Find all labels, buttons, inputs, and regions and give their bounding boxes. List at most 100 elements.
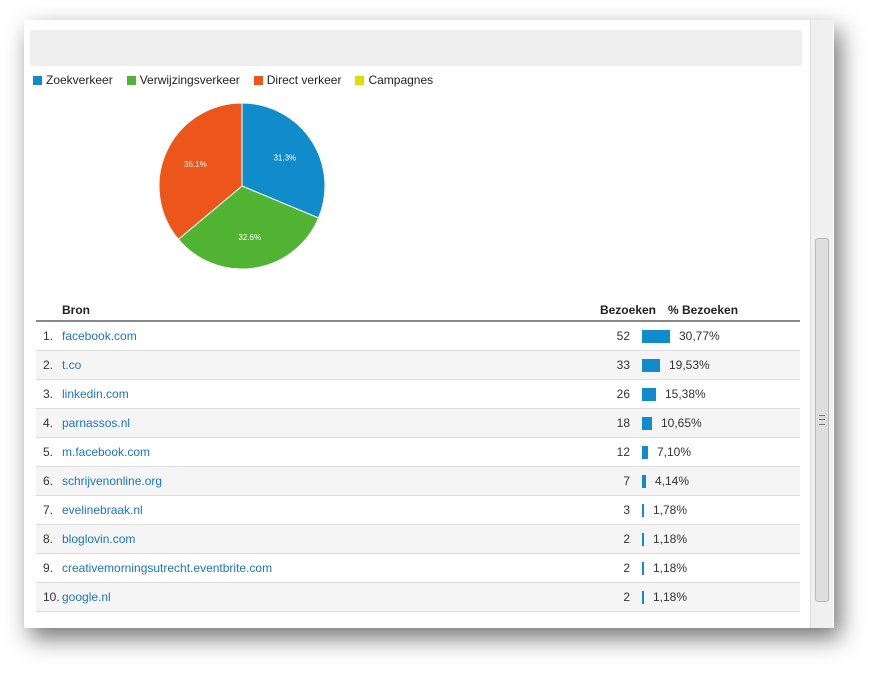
table-row: 10. google.nl 2 1,18%: [36, 583, 800, 612]
pct-bar: [642, 387, 656, 401]
row-visits: 3: [623, 503, 630, 517]
row-index: 8.: [43, 532, 54, 546]
pct-value: 30,77%: [679, 329, 720, 343]
pie-slice-label: 36.1%: [184, 160, 207, 169]
scrollbar-thumb[interactable]: [815, 238, 829, 602]
row-pct: 7,10%: [642, 445, 800, 459]
row-index: 9.: [43, 561, 54, 575]
pie-slice-direct-verkeer[interactable]: [158, 102, 243, 241]
row-index: 10.: [43, 590, 60, 604]
row-index: 5.: [43, 445, 54, 459]
row-source: bloglovin.com: [62, 532, 522, 546]
pct-bar: [642, 329, 670, 343]
pct-bar: [642, 445, 648, 459]
source-link[interactable]: schrijvenonline.org: [62, 474, 163, 488]
row-source: linkedin.com: [62, 387, 522, 401]
grip-icon: [819, 415, 825, 425]
row-visits: 26: [616, 387, 630, 401]
table-row: 5. m.facebook.com 12 7,10%: [36, 438, 800, 467]
pct-value: 1,78%: [653, 503, 688, 517]
row-visits: 2: [623, 590, 630, 604]
column-header-source[interactable]: Bron: [62, 303, 90, 317]
source-link[interactable]: creativemorningsutrecht.eventbrite.com: [62, 561, 273, 575]
pie-slice-label: 31.3%: [273, 153, 296, 162]
table-row: 1. facebook.com 52 30,77%: [36, 322, 800, 351]
source-link[interactable]: m.facebook.com: [62, 445, 151, 459]
pct-value: 4,14%: [655, 474, 690, 488]
row-index: 6.: [43, 474, 54, 488]
legend-swatch: [355, 75, 365, 85]
row-visits: 2: [623, 532, 630, 546]
row-pct: 4,14%: [642, 474, 800, 488]
legend-item-direct-verkeer[interactable]: Direct verkeer: [253, 72, 341, 88]
row-source: google.nl: [62, 590, 522, 604]
row-source: creativemorningsutrecht.eventbrite.com: [62, 561, 522, 575]
pct-bar: [642, 416, 652, 430]
legend-label: Verwijzingsverkeer: [139, 73, 240, 87]
source-link[interactable]: facebook.com: [62, 329, 137, 343]
pct-value: 1,18%: [653, 532, 688, 546]
column-header-visits[interactable]: Bezoeken: [599, 303, 656, 317]
row-source: t.co: [62, 358, 522, 372]
pct-value: 15,38%: [665, 387, 706, 401]
row-visits: 7: [623, 474, 630, 488]
row-index: 2.: [43, 358, 54, 372]
row-pct: 15,38%: [642, 387, 800, 401]
legend-swatch: [253, 75, 263, 85]
row-source: schrijvenonline.org: [62, 474, 522, 488]
pie-slice-zoekverkeer[interactable]: [241, 102, 326, 219]
table-row: 9. creativemorningsutrecht.eventbrite.com…: [36, 554, 800, 583]
row-source: parnassos.nl: [62, 416, 522, 430]
source-link[interactable]: google.nl: [62, 590, 111, 604]
table-row: 4. parnassos.nl 18 10,65%: [36, 409, 800, 438]
source-link[interactable]: linkedin.com: [62, 387, 129, 401]
table-row: 8. bloglovin.com 2 1,18%: [36, 525, 800, 554]
row-pct: 1,18%: [642, 590, 800, 604]
toolbar: [30, 30, 802, 66]
table-header: Bron Bezoeken % Bezoeken: [36, 300, 800, 322]
report-panel: Zoekverkeer Verwijzingsverkeer Direct ve…: [24, 20, 834, 628]
source-link[interactable]: bloglovin.com: [62, 532, 136, 546]
source-link[interactable]: t.co: [62, 358, 82, 372]
row-index: 3.: [43, 387, 54, 401]
column-header-pct[interactable]: % Bezoeken: [668, 303, 739, 317]
pct-value: 1,18%: [653, 590, 688, 604]
pct-bar: [642, 532, 644, 546]
table-row: 6. schrijvenonline.org 7 4,14%: [36, 467, 800, 496]
legend-item-campagnes[interactable]: Campagnes: [355, 72, 433, 88]
chart-legend: Zoekverkeer Verwijzingsverkeer Direct ve…: [33, 72, 433, 88]
sources-table: Bron Bezoeken % Bezoeken 1. facebook.com 5…: [36, 300, 800, 612]
pct-value: 1,18%: [653, 561, 688, 575]
legend-swatch: [33, 75, 42, 85]
row-pct: 1,18%: [642, 532, 800, 546]
row-source: evelinebraak.nl: [62, 503, 522, 517]
pct-bar: [642, 358, 660, 372]
pct-bar: [642, 590, 644, 604]
legend-label: Zoekverkeer: [46, 73, 113, 87]
traffic-pie-chart: 31.3% 32.6% 36.1%: [158, 102, 326, 270]
row-visits: 12: [616, 445, 630, 459]
pct-value: 19,53%: [669, 358, 710, 372]
table-row: 3. linkedin.com 26 15,38%: [36, 380, 800, 409]
row-pct: 1,78%: [642, 503, 800, 517]
row-visits: 33: [616, 358, 630, 372]
legend-item-verwijzingsverkeer[interactable]: Verwijzingsverkeer: [126, 72, 240, 88]
pct-bar: [642, 561, 644, 575]
row-visits: 52: [616, 329, 630, 343]
pct-bar: [642, 503, 644, 517]
pie-slice-label: 32.6%: [238, 233, 261, 242]
row-pct: 19,53%: [642, 358, 800, 372]
pct-value: 7,10%: [657, 445, 692, 459]
legend-label: Campagnes: [368, 73, 434, 87]
source-link[interactable]: evelinebraak.nl: [62, 503, 143, 517]
pie-slice-verwijzingsverkeer[interactable]: [177, 185, 320, 270]
source-link[interactable]: parnassos.nl: [62, 416, 131, 430]
row-index: 4.: [43, 416, 54, 430]
table-row: 7. evelinebraak.nl 3 1,78%: [36, 496, 800, 525]
table-row: 2. t.co 33 19,53%: [36, 351, 800, 380]
row-pct: 10,65%: [642, 416, 800, 430]
vertical-scrollbar[interactable]: [810, 20, 833, 628]
legend-item-zoekverkeer[interactable]: Zoekverkeer: [33, 72, 113, 88]
table-body: 1. facebook.com 52 30,77% 2. t.co 33 19,53% 3. li…: [36, 322, 800, 612]
pct-value: 10,65%: [661, 416, 702, 430]
